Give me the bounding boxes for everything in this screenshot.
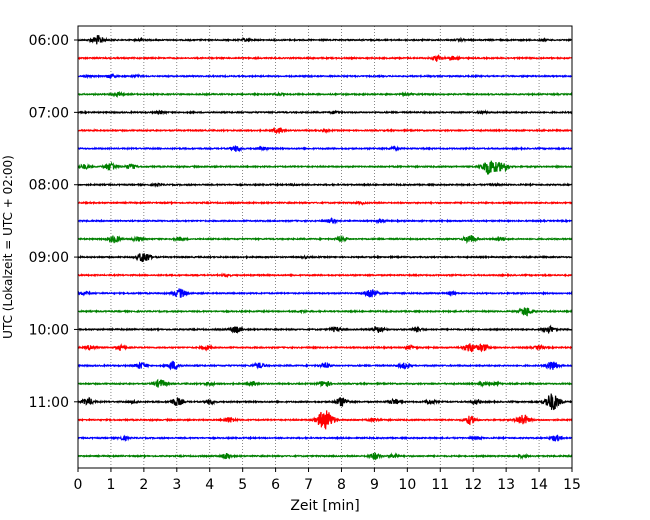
x-tick-label-5: 5: [238, 477, 247, 493]
trace-line-0600: [77, 35, 573, 45]
trace-line-0630: [77, 72, 573, 80]
trace-line-0845: [77, 234, 573, 244]
x-tick-label-10: 10: [398, 477, 416, 493]
y-tick-label-4: 10:00: [29, 322, 69, 338]
trace-line-0800: [77, 181, 573, 188]
x-tick-label-0: 0: [74, 477, 83, 493]
y-tick-label-0: 06:00: [29, 33, 69, 49]
x-tick-label-9: 9: [370, 477, 379, 493]
trace-line-0745: [77, 160, 573, 175]
x-axis-ticks: 0 1 2 3 4 5 6 7 8 9 10 11 12 13 14 15: [74, 468, 581, 493]
x-tick-label-11: 11: [431, 477, 449, 493]
x-tick-label-14: 14: [530, 477, 548, 493]
y-tick-label-5: 11:00: [29, 395, 69, 411]
trace-line-0815: [77, 200, 573, 206]
trace-line-1145: [77, 452, 573, 461]
x-tick-label-7: 7: [304, 477, 313, 493]
trace-line-0700: [77, 109, 573, 116]
trace-line-0900: [77, 252, 573, 263]
trace-line-1045: [77, 378, 573, 388]
trace-line-0615: [77, 54, 573, 63]
trace-line-1000: [77, 324, 573, 335]
trace-line-0945: [77, 307, 573, 317]
trace-line-0715: [77, 126, 573, 135]
trace-line-1030: [77, 360, 573, 371]
trace-line-0645: [77, 90, 573, 99]
y-axis-label: UTC (Lokalzeit = UTC + 02:00): [1, 155, 15, 339]
x-axis-label: Zeit [min]: [290, 498, 359, 514]
x-tick-label-15: 15: [563, 477, 581, 493]
x-tick-label-3: 3: [172, 477, 181, 493]
x-tick-label-4: 4: [205, 477, 214, 493]
x-tick-label-1: 1: [106, 477, 115, 493]
x-tick-label-12: 12: [464, 477, 482, 493]
x-tick-label-2: 2: [139, 477, 148, 493]
x-tick-label-8: 8: [337, 477, 346, 493]
y-tick-label-2: 08:00: [29, 178, 69, 194]
y-tick-label-3: 09:00: [29, 250, 69, 266]
trace-line-0915: [77, 272, 573, 279]
trace-line-1130: [77, 434, 573, 443]
y-tick-label-1: 07:00: [29, 105, 69, 121]
y-axis-ticks: 06:00 07:00 08:00 09:00 10:00 11:00: [29, 33, 78, 411]
trace-lines: [77, 35, 573, 461]
x-tick-label-6: 6: [271, 477, 280, 493]
trace-line-0930: [77, 288, 573, 298]
trace-line-0830: [77, 217, 573, 225]
trace-line-1100: [77, 393, 573, 411]
trace-line-1015: [77, 343, 573, 353]
x-tick-label-13: 13: [497, 477, 515, 493]
trace-line-0730: [77, 145, 573, 153]
trace-line-1115: [77, 410, 573, 430]
plot-frame: [77, 25, 573, 469]
